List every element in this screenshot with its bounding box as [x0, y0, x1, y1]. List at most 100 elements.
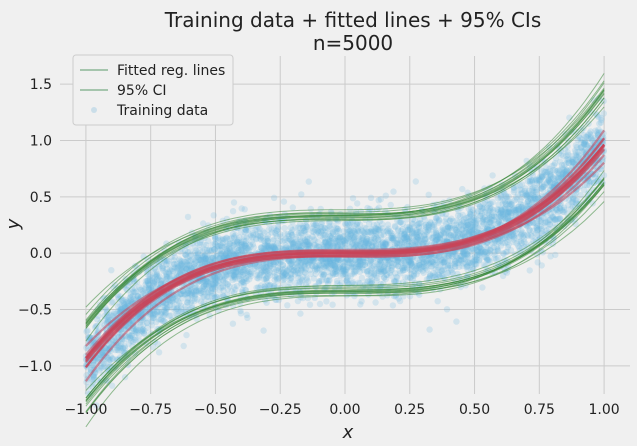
training-data-point [244, 312, 250, 318]
training-data-point [376, 197, 382, 203]
training-data-point [171, 261, 177, 267]
training-data-point [158, 310, 164, 316]
training-data-point [350, 195, 356, 201]
training-data-point [225, 286, 231, 292]
training-data-point [426, 326, 432, 332]
training-data-point [384, 272, 390, 278]
training-data-point [174, 294, 180, 300]
training-data-point [231, 199, 237, 205]
training-data-point [183, 266, 189, 272]
training-data-point [378, 266, 384, 272]
training-data-point [392, 240, 398, 246]
training-data-point [324, 277, 330, 283]
training-data-point [505, 242, 511, 248]
training-data-point [344, 227, 350, 233]
training-data-point [529, 195, 535, 201]
training-data-point [470, 246, 476, 252]
training-data-point [376, 204, 382, 210]
training-data-point [344, 275, 350, 281]
training-data-point [517, 197, 523, 203]
training-data-point [290, 268, 296, 274]
training-data-point [373, 243, 379, 249]
training-data-point [148, 318, 154, 324]
training-data-point [489, 240, 495, 246]
training-data-point [290, 204, 296, 210]
training-data-point [459, 186, 465, 192]
training-data-point [137, 322, 143, 328]
training-data-point [379, 242, 385, 248]
training-data-point [234, 283, 240, 289]
training-data-point [502, 204, 508, 210]
chart-title-line2: n=5000 [313, 31, 393, 55]
training-data-point [131, 328, 137, 334]
training-data-point [456, 258, 462, 264]
training-data-point [515, 206, 521, 212]
training-data-point [405, 275, 411, 281]
training-data-point [545, 176, 551, 182]
training-data-point [511, 236, 517, 242]
training-data-point [477, 250, 483, 256]
training-data-point [405, 227, 411, 233]
training-data-point [532, 185, 538, 191]
training-data-point [535, 259, 541, 265]
training-data-point [181, 343, 187, 349]
training-data-point [362, 231, 368, 237]
training-data-point [317, 233, 323, 239]
training-data-point [399, 264, 405, 270]
training-data-point [307, 302, 313, 308]
training-data-point [317, 301, 323, 307]
training-data-point [227, 241, 233, 247]
training-data-point [327, 261, 333, 267]
training-data-point [455, 212, 461, 218]
training-data-point [166, 269, 172, 275]
training-data-point [272, 245, 278, 251]
training-data-point [212, 235, 218, 241]
training-data-point [312, 271, 318, 277]
training-data-point [239, 205, 245, 211]
training-data-point [483, 243, 489, 249]
training-data-point [368, 195, 374, 201]
training-data-point [318, 206, 324, 212]
training-data-point [89, 379, 95, 385]
training-data-point [372, 299, 378, 305]
training-data-point [421, 233, 427, 239]
training-data-point [156, 349, 162, 355]
training-data-point [302, 270, 308, 276]
training-data-point [433, 227, 439, 233]
training-data-point [140, 288, 146, 294]
training-data-point [230, 208, 236, 214]
training-data-point [306, 178, 312, 184]
training-data-point [495, 207, 501, 213]
training-data-point [489, 172, 495, 178]
training-data-point [427, 272, 433, 278]
training-data-point [295, 298, 301, 304]
training-data-point [197, 288, 203, 294]
training-data-point [487, 201, 493, 207]
training-data-point [299, 277, 305, 283]
training-data-point [235, 237, 241, 243]
training-data-point [261, 238, 267, 244]
training-data-point [304, 224, 310, 230]
training-data-point [565, 152, 571, 158]
training-data-point [182, 252, 188, 258]
training-data-point [410, 240, 416, 246]
training-data-point [284, 302, 290, 308]
training-data-point [238, 310, 244, 316]
training-data-point [281, 198, 287, 204]
training-data-point [373, 262, 379, 268]
training-data-point [522, 185, 528, 191]
training-data-point [323, 298, 329, 304]
training-data-point [151, 280, 157, 286]
training-data-point [392, 224, 398, 230]
training-data-point [327, 233, 333, 239]
training-data-point [258, 244, 264, 250]
training-data-point [260, 327, 266, 333]
training-data-point [411, 268, 417, 274]
training-data-point [505, 194, 511, 200]
training-data-point [281, 225, 287, 231]
training-data-point [308, 206, 314, 212]
training-data-point [393, 262, 399, 268]
training-data-point [327, 225, 333, 231]
training-data-point [459, 263, 465, 269]
training-data-point [400, 221, 406, 227]
